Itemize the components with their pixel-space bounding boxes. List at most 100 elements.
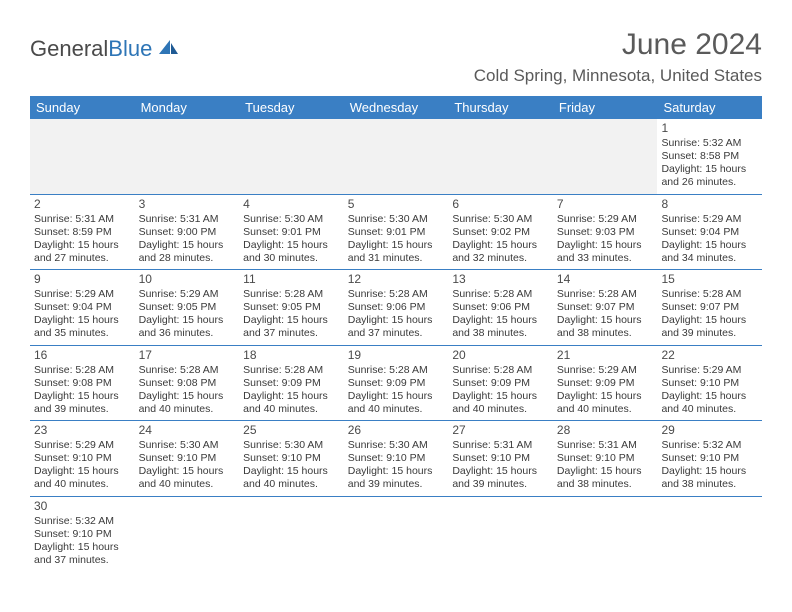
day-cell: 7Sunrise: 5:29 AMSunset: 9:03 PMDaylight… — [553, 195, 658, 270]
day-daylight2: and 38 minutes. — [557, 327, 654, 340]
day-sunset: Sunset: 9:08 PM — [139, 377, 236, 390]
day-daylight1: Daylight: 15 hours — [452, 465, 549, 478]
day-sunrise: Sunrise: 5:28 AM — [557, 288, 654, 301]
day-daylight2: and 38 minutes. — [661, 478, 758, 491]
day-sunrise: Sunrise: 5:29 AM — [34, 288, 131, 301]
day-cell: 15Sunrise: 5:28 AMSunset: 9:07 PMDayligh… — [657, 270, 762, 345]
day-daylight2: and 36 minutes. — [139, 327, 236, 340]
day-sunset: Sunset: 9:08 PM — [34, 377, 131, 390]
day-sunset: Sunset: 9:10 PM — [34, 528, 131, 541]
day-daylight2: and 40 minutes. — [452, 403, 549, 416]
day-number: 3 — [139, 197, 236, 212]
day-daylight2: and 40 minutes. — [139, 478, 236, 491]
day-sunset: Sunset: 9:10 PM — [661, 377, 758, 390]
day-sunrise: Sunrise: 5:30 AM — [243, 213, 340, 226]
day-number: 12 — [348, 272, 445, 287]
logo: GeneralBlue — [30, 36, 180, 62]
day-daylight1: Daylight: 15 hours — [34, 390, 131, 403]
day-sunrise: Sunrise: 5:28 AM — [243, 288, 340, 301]
title-block: June 2024 Cold Spring, Minnesota, United… — [474, 28, 762, 86]
day-daylight1: Daylight: 15 hours — [452, 239, 549, 252]
day-sunset: Sunset: 9:01 PM — [348, 226, 445, 239]
day-daylight2: and 39 minutes. — [452, 478, 549, 491]
day-cell: 9Sunrise: 5:29 AMSunset: 9:04 PMDaylight… — [30, 270, 135, 345]
day-cell: 21Sunrise: 5:29 AMSunset: 9:09 PMDayligh… — [553, 346, 658, 421]
day-sunrise: Sunrise: 5:28 AM — [348, 288, 445, 301]
day-cell: 16Sunrise: 5:28 AMSunset: 9:08 PMDayligh… — [30, 346, 135, 421]
day-number: 13 — [452, 272, 549, 287]
day-sunset: Sunset: 9:10 PM — [452, 452, 549, 465]
day-sunrise: Sunrise: 5:28 AM — [34, 364, 131, 377]
day-daylight2: and 32 minutes. — [452, 252, 549, 265]
day-daylight2: and 26 minutes. — [661, 176, 758, 189]
day-sunset: Sunset: 9:10 PM — [557, 452, 654, 465]
weekday-header-row: Sunday Monday Tuesday Wednesday Thursday… — [30, 96, 762, 119]
week-row: 1Sunrise: 5:32 AMSunset: 8:58 PMDaylight… — [30, 119, 762, 195]
header: GeneralBlue June 2024 Cold Spring, Minne… — [30, 28, 762, 86]
calendar: Sunday Monday Tuesday Wednesday Thursday… — [30, 96, 762, 571]
day-sunrise: Sunrise: 5:31 AM — [34, 213, 131, 226]
day-daylight2: and 38 minutes. — [452, 327, 549, 340]
weekday-header: Thursday — [448, 96, 553, 119]
day-cell: 23Sunrise: 5:29 AMSunset: 9:10 PMDayligh… — [30, 421, 135, 496]
day-daylight1: Daylight: 15 hours — [348, 465, 445, 478]
day-number: 26 — [348, 423, 445, 438]
day-number: 24 — [139, 423, 236, 438]
day-cell: 6Sunrise: 5:30 AMSunset: 9:02 PMDaylight… — [448, 195, 553, 270]
month-title: June 2024 — [474, 28, 762, 62]
day-daylight1: Daylight: 15 hours — [139, 465, 236, 478]
day-cell — [239, 497, 344, 572]
day-daylight1: Daylight: 15 hours — [348, 239, 445, 252]
day-cell: 28Sunrise: 5:31 AMSunset: 9:10 PMDayligh… — [553, 421, 658, 496]
day-sunset: Sunset: 9:09 PM — [348, 377, 445, 390]
day-sunset: Sunset: 8:59 PM — [34, 226, 131, 239]
day-sunset: Sunset: 9:09 PM — [452, 377, 549, 390]
day-cell — [657, 497, 762, 572]
day-sunset: Sunset: 9:02 PM — [452, 226, 549, 239]
day-number: 19 — [348, 348, 445, 363]
day-daylight1: Daylight: 15 hours — [34, 314, 131, 327]
day-sunset: Sunset: 9:10 PM — [243, 452, 340, 465]
day-number: 10 — [139, 272, 236, 287]
day-sunset: Sunset: 9:03 PM — [557, 226, 654, 239]
day-sunrise: Sunrise: 5:30 AM — [243, 439, 340, 452]
day-daylight1: Daylight: 15 hours — [139, 390, 236, 403]
day-cell: 24Sunrise: 5:30 AMSunset: 9:10 PMDayligh… — [135, 421, 240, 496]
day-sunrise: Sunrise: 5:32 AM — [34, 515, 131, 528]
day-number: 5 — [348, 197, 445, 212]
day-cell: 14Sunrise: 5:28 AMSunset: 9:07 PMDayligh… — [553, 270, 658, 345]
day-daylight1: Daylight: 15 hours — [139, 239, 236, 252]
day-cell — [135, 119, 240, 194]
day-cell: 1Sunrise: 5:32 AMSunset: 8:58 PMDaylight… — [657, 119, 762, 194]
day-sunset: Sunset: 9:04 PM — [661, 226, 758, 239]
day-cell: 19Sunrise: 5:28 AMSunset: 9:09 PMDayligh… — [344, 346, 449, 421]
day-sunrise: Sunrise: 5:29 AM — [557, 364, 654, 377]
day-sunrise: Sunrise: 5:28 AM — [452, 288, 549, 301]
day-number: 4 — [243, 197, 340, 212]
day-number: 2 — [34, 197, 131, 212]
day-number: 7 — [557, 197, 654, 212]
day-daylight1: Daylight: 15 hours — [243, 465, 340, 478]
day-cell — [135, 497, 240, 572]
day-daylight2: and 40 minutes. — [348, 403, 445, 416]
day-sunrise: Sunrise: 5:31 AM — [557, 439, 654, 452]
day-daylight2: and 28 minutes. — [139, 252, 236, 265]
day-sunset: Sunset: 9:05 PM — [243, 301, 340, 314]
day-daylight1: Daylight: 15 hours — [661, 163, 758, 176]
day-daylight1: Daylight: 15 hours — [557, 239, 654, 252]
day-sunset: Sunset: 9:05 PM — [139, 301, 236, 314]
day-daylight2: and 39 minutes. — [661, 327, 758, 340]
day-cell: 13Sunrise: 5:28 AMSunset: 9:06 PMDayligh… — [448, 270, 553, 345]
day-daylight1: Daylight: 15 hours — [243, 390, 340, 403]
day-number: 29 — [661, 423, 758, 438]
day-daylight1: Daylight: 15 hours — [661, 465, 758, 478]
day-daylight1: Daylight: 15 hours — [34, 541, 131, 554]
day-number: 27 — [452, 423, 549, 438]
day-daylight2: and 40 minutes. — [557, 403, 654, 416]
day-cell — [448, 119, 553, 194]
day-sunrise: Sunrise: 5:28 AM — [348, 364, 445, 377]
day-cell: 18Sunrise: 5:28 AMSunset: 9:09 PMDayligh… — [239, 346, 344, 421]
day-cell: 12Sunrise: 5:28 AMSunset: 9:06 PMDayligh… — [344, 270, 449, 345]
day-number: 17 — [139, 348, 236, 363]
day-sunrise: Sunrise: 5:31 AM — [452, 439, 549, 452]
